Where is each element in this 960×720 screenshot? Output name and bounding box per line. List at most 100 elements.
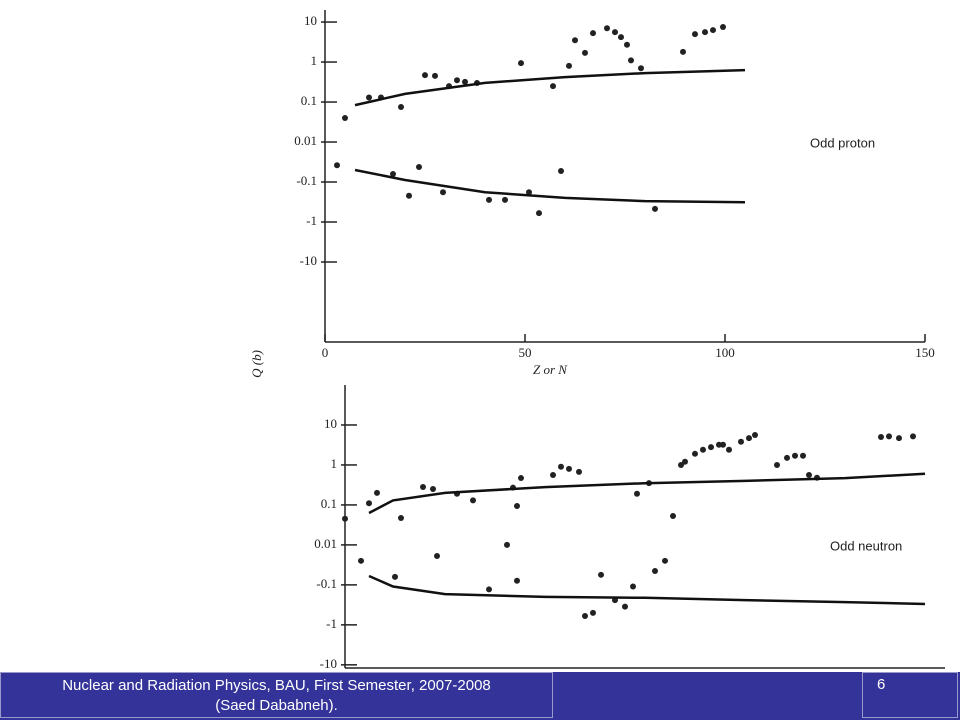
y-tick-label: -1 (306, 213, 317, 228)
data-point (518, 475, 524, 482)
data-point (536, 210, 542, 217)
annotation: Odd neutron (830, 538, 902, 553)
data-point (896, 435, 902, 442)
data-point (700, 446, 706, 453)
curve (354, 68, 746, 107)
data-point (390, 170, 396, 177)
data-point (590, 609, 596, 616)
data-point (678, 461, 684, 468)
data-point (680, 48, 686, 55)
data-point (526, 189, 532, 196)
y-tick-label: -0.1 (296, 173, 317, 188)
data-point (622, 603, 628, 610)
x-axis-label: Z or N (533, 362, 568, 377)
y-tick-label: -10 (300, 253, 317, 268)
y-axis-label: Q (b) (249, 350, 264, 378)
data-point (652, 568, 658, 575)
data-point (558, 463, 564, 470)
data-point (462, 78, 468, 85)
data-point (566, 465, 572, 472)
data-point (598, 571, 604, 578)
data-point (878, 434, 884, 441)
data-point (628, 57, 634, 64)
y-tick-label: -0.1 (316, 576, 337, 591)
data-point (662, 557, 668, 564)
data-point (514, 577, 520, 584)
data-point (342, 515, 348, 522)
data-point (366, 94, 372, 101)
data-point (374, 489, 380, 496)
data-point (342, 114, 348, 121)
data-point (726, 446, 732, 453)
data-point (682, 458, 688, 465)
footer: Nuclear and Radiation Physics, BAU, Firs… (0, 672, 960, 720)
data-point (634, 490, 640, 497)
y-tick-label: -10 (320, 656, 337, 671)
y-tick-label: 0.1 (301, 93, 317, 108)
data-point (416, 163, 422, 170)
x-tick-label: 50 (519, 345, 532, 360)
data-point (454, 77, 460, 84)
data-point (470, 497, 476, 504)
curve (368, 472, 926, 515)
x-tick-label: 0 (322, 345, 329, 360)
data-point (398, 515, 404, 522)
annotation: Odd proton (810, 135, 875, 150)
data-point (558, 167, 564, 174)
data-point (738, 438, 744, 445)
figure: 10 1 0.1 0.01 -0.1 -1 -10 0 50 100 150 Z or N Q (b) O… (249, 10, 945, 671)
data-point (638, 65, 644, 72)
data-point (422, 72, 428, 79)
y-tick-label: 0.01 (314, 536, 337, 551)
data-point (624, 41, 630, 48)
data-point (502, 196, 508, 203)
y-tick-label: 10 (324, 416, 337, 431)
data-point (582, 612, 588, 619)
curve (354, 168, 746, 204)
x-tick-label: 100 (715, 345, 735, 360)
data-point (710, 27, 716, 34)
data-point (572, 37, 578, 44)
data-point (604, 25, 610, 32)
data-point (720, 24, 726, 31)
curve (368, 574, 926, 606)
data-point (800, 452, 806, 459)
data-point (430, 486, 436, 493)
data-point (576, 468, 582, 475)
data-point (630, 583, 636, 590)
y-tick-label: 1 (311, 53, 318, 68)
footer-line: (Saed Dababneh). (215, 697, 338, 714)
data-point (746, 435, 752, 442)
data-point (566, 62, 572, 69)
data-point (550, 472, 556, 479)
data-point (612, 29, 618, 36)
data-point (670, 512, 676, 519)
data-point (774, 461, 780, 468)
data-point (652, 205, 658, 212)
data-point (440, 189, 446, 196)
data-point (420, 484, 426, 491)
data-point (702, 29, 708, 36)
data-point (514, 503, 520, 510)
data-point (708, 444, 714, 451)
data-point (432, 72, 438, 79)
data-point (334, 162, 340, 169)
data-point (358, 557, 364, 564)
data-point (784, 454, 790, 461)
data-point (518, 60, 524, 67)
y-tick-label: 1 (331, 456, 338, 471)
data-point (398, 104, 404, 111)
footer-line: Nuclear and Radiation Physics, BAU, Firs… (62, 677, 491, 694)
data-point (504, 541, 510, 548)
data-point (720, 441, 726, 448)
data-point (692, 31, 698, 38)
data-point (692, 450, 698, 457)
data-point (806, 472, 812, 479)
y-tick-label: 0.1 (321, 496, 337, 511)
data-point (618, 34, 624, 41)
data-point (486, 196, 492, 203)
data-point (486, 586, 492, 593)
page-number: 6 (862, 672, 958, 718)
data-point (550, 83, 556, 90)
